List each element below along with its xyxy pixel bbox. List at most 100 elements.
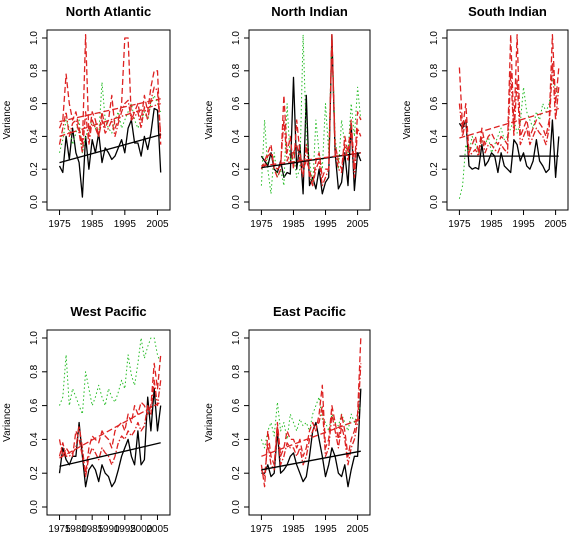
- y-tick-label: 0.6: [231, 398, 242, 412]
- x-tick-label: 1985: [81, 219, 104, 230]
- series-red-dashdot: [58, 86, 162, 154]
- plot-frame: [46, 29, 171, 211]
- y-tick-label: 1.0: [231, 331, 242, 345]
- y-tick-label: 0.8: [231, 63, 242, 77]
- y-tick-label: 0.4: [429, 129, 440, 143]
- y-axis-label: Variance: [2, 100, 13, 139]
- x-tick-label: 1985: [480, 219, 503, 230]
- x-tick-label: 1995: [512, 219, 535, 230]
- x-tick-label: 1975: [48, 524, 71, 535]
- series-black-solid: [458, 119, 560, 179]
- y-tick-label: 0.6: [29, 398, 40, 412]
- chart-title: South Indian: [468, 4, 547, 19]
- series-green-dotted: [59, 81, 162, 154]
- y-tick-label: 0.0: [231, 500, 242, 514]
- x-tick-label: 2005: [544, 219, 567, 230]
- series-red-dashed-trend: [59, 98, 161, 123]
- y-tick-label: 0.4: [231, 432, 242, 446]
- series-red-dashed: [58, 354, 162, 474]
- series-group: [260, 337, 362, 488]
- series-red-dashdot: [260, 363, 362, 478]
- plot-frame: [248, 29, 371, 211]
- series-red-dashed: [260, 34, 362, 187]
- series-red-dashed: [58, 34, 162, 146]
- x-tick-label: 1995: [114, 219, 137, 230]
- chart-title: East Pacific: [273, 304, 346, 319]
- x-tick-label: 2005: [346, 219, 369, 230]
- chart-title: West Pacific: [70, 304, 146, 319]
- series-group: [58, 337, 162, 488]
- x-tick-label: 1975: [250, 219, 273, 230]
- y-tick-label: 0.0: [231, 195, 242, 209]
- series-red-dashdot: [458, 61, 560, 157]
- series-green-dotted: [260, 396, 362, 449]
- series-red-dashed: [458, 34, 560, 154]
- series-red-dashdot-trend: [59, 102, 161, 138]
- y-axis-label: Variance: [402, 100, 413, 139]
- y-tick-label: 0.0: [29, 500, 40, 514]
- series-group: [260, 34, 362, 195]
- series-black-solid: [58, 388, 162, 488]
- y-tick-label: 0.8: [429, 63, 440, 77]
- chart-title: North Atlantic: [66, 4, 151, 19]
- y-tick-label: 0.6: [231, 96, 242, 110]
- panel-1: North Indian Variance 0.0 0.2 0.4 0.6 0.8 1.0 19…: [204, 4, 371, 230]
- y-tick-label: 0.6: [29, 96, 40, 110]
- y-tick-label: 0.8: [29, 63, 40, 77]
- y-tick-label: 0.4: [29, 129, 40, 143]
- series-black-trend: [261, 450, 361, 471]
- series-black-solid: [260, 34, 362, 195]
- panel-0: North Atlantic Variance 0.0 0.2 0.4 0.6 0.8 1.0…: [2, 4, 171, 230]
- x-tick-label: 1985: [282, 219, 305, 230]
- series-red-dashdot: [58, 379, 162, 478]
- series-red-dashed: [260, 337, 362, 488]
- chart-title: North Indian: [271, 4, 348, 19]
- x-tick-label: 2005: [146, 219, 169, 230]
- x-tick-label: 1995: [314, 524, 337, 535]
- y-tick-label: 0.8: [231, 364, 242, 378]
- series-group: [58, 34, 162, 198]
- series-group: [458, 34, 560, 199]
- y-axis-label: Variance: [2, 403, 13, 442]
- plot-frame: [446, 29, 569, 211]
- y-tick-label: 0.2: [429, 162, 440, 176]
- y-tick-label: 0.4: [231, 129, 242, 143]
- plot-frame: [248, 329, 371, 516]
- x-tick-label: 1995: [314, 219, 337, 230]
- y-tick-label: 1.0: [29, 331, 40, 345]
- y-tick-label: 0.2: [29, 162, 40, 176]
- x-tick-label: 1975: [448, 219, 471, 230]
- y-tick-label: 0.0: [429, 195, 440, 209]
- series-red-dashed-trend: [459, 107, 559, 139]
- series-black-solid: [261, 388, 362, 488]
- x-tick-label: 1980: [65, 524, 88, 535]
- y-tick-label: 1.0: [29, 31, 40, 45]
- series-red-dashed-trend: [59, 401, 162, 459]
- y-tick-label: 1.0: [429, 31, 440, 45]
- series-green-dotted: [458, 78, 560, 199]
- x-tick-label: 1975: [250, 524, 273, 535]
- y-tick-label: 0.0: [29, 195, 40, 209]
- y-tick-label: 0.2: [231, 466, 242, 480]
- x-tick-label: 1990: [97, 524, 120, 535]
- y-tick-label: 0.2: [231, 162, 242, 176]
- x-tick-label: 1985: [81, 524, 104, 535]
- panel-2: South Indian Variance 0.0 0.2 0.4 0.6 0.8 1.0 19…: [402, 4, 569, 230]
- series-red-dashed-trend: [261, 152, 361, 167]
- series-black-trend: [59, 442, 161, 468]
- x-tick-label: 2000: [130, 524, 153, 535]
- x-tick-label: 1975: [48, 219, 71, 230]
- series-green-dotted: [59, 337, 162, 415]
- panel-3: West Pacific Variance 0.0 0.2 0.4 0.6 0.8 1.0 19…: [2, 304, 171, 535]
- x-tick-label: 2005: [346, 524, 369, 535]
- y-tick-label: 0.2: [29, 466, 40, 480]
- panel-4: East Pacific Variance 0.0 0.2 0.4 0.6 0.8 1.0 19…: [204, 304, 371, 535]
- x-tick-label: 1995: [114, 524, 137, 535]
- y-axis-label: Variance: [204, 100, 215, 139]
- y-tick-label: 0.8: [29, 364, 40, 378]
- x-tick-label: 2005: [146, 524, 169, 535]
- y-tick-label: 0.4: [29, 432, 40, 446]
- x-tick-label: 1985: [282, 524, 305, 535]
- series-black-trend: [59, 134, 161, 164]
